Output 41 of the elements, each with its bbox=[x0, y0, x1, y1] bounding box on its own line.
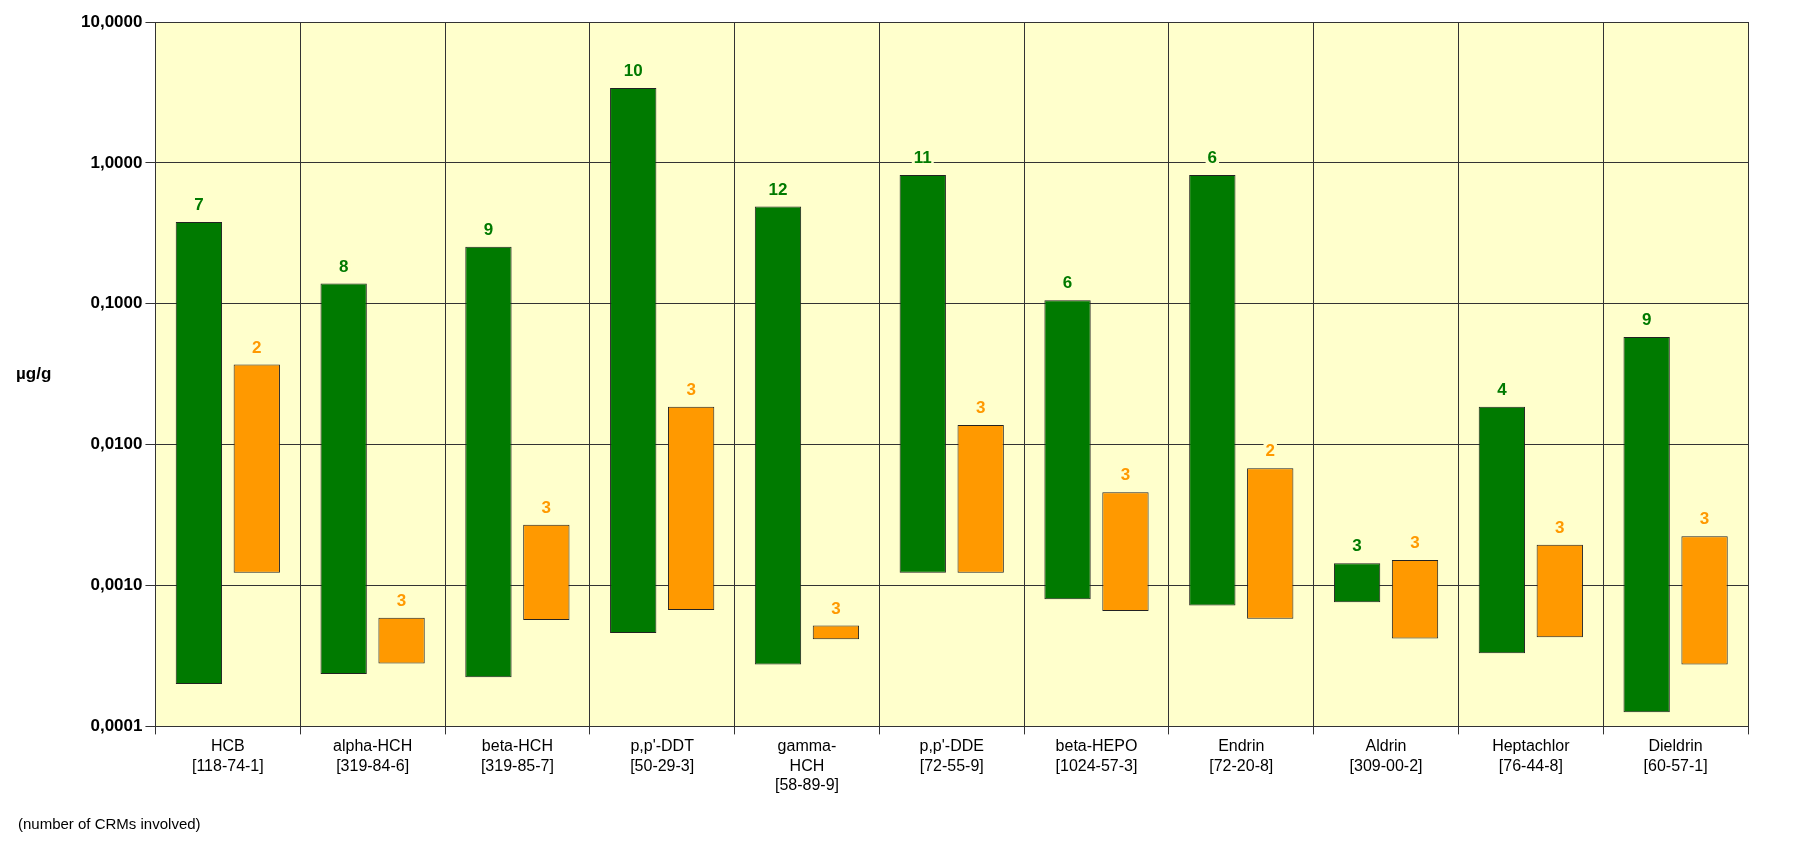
x-tick-label: p,p'-DDT [50-29-3] bbox=[630, 737, 695, 774]
annotation: 9 bbox=[1641, 310, 1652, 330]
annotation: 3 bbox=[1352, 536, 1362, 556]
x-tick-label: p,p'-DDE [72-55-9] bbox=[919, 737, 984, 774]
annotation: 12 bbox=[768, 179, 788, 199]
x-tick-label: alpha-HCH [319-84-6] bbox=[333, 737, 413, 774]
annotation: 2 bbox=[1265, 441, 1275, 461]
x-tick-label: HCB [118-74-1] bbox=[191, 737, 264, 774]
annotation: 3 bbox=[1555, 517, 1565, 537]
annotation: 2 bbox=[252, 337, 262, 357]
annotation: 3 bbox=[1120, 465, 1131, 485]
x-tick-label: Endrin [72-20-8] bbox=[1209, 737, 1274, 774]
annotation: 3 bbox=[831, 598, 841, 618]
annotation: 4 bbox=[1497, 379, 1508, 399]
annotation: 3 bbox=[1410, 533, 1420, 553]
annotation: 3 bbox=[541, 497, 552, 517]
x-tick-label: gamma- HCH [58-89-9] bbox=[774, 737, 839, 793]
annotation: 9 bbox=[483, 219, 494, 239]
y-axis-title: µg/g bbox=[16, 363, 52, 383]
annotation: 8 bbox=[338, 256, 349, 276]
y-tick-label: 0,0100 bbox=[90, 434, 143, 454]
y-tick-label: 0,0001 bbox=[90, 716, 143, 736]
annotation: 3 bbox=[1699, 509, 1710, 529]
y-tick-label: 0,1000 bbox=[90, 293, 143, 313]
annotation: 3 bbox=[686, 379, 696, 399]
annotation: 3 bbox=[396, 590, 407, 610]
annotation: 11 bbox=[913, 148, 932, 168]
annotation: 6 bbox=[1062, 273, 1073, 293]
text: (number of CRMs involved) bbox=[18, 814, 201, 832]
x-tick-label: beta-HEPO [1024-57-3] bbox=[1055, 737, 1138, 774]
annotation: 3 bbox=[975, 398, 986, 418]
x-tick-label: beta-HCH [319-85-7] bbox=[480, 737, 554, 774]
x-tick-label: Heptachlor [76-44-8] bbox=[1492, 737, 1571, 774]
annotation: 10 bbox=[623, 61, 643, 81]
annotation: 6 bbox=[1207, 148, 1218, 168]
x-tick-label: Dieldrin [60-57-1] bbox=[1643, 737, 1708, 774]
annotation: 7 bbox=[194, 195, 204, 215]
x-tick-label: Aldrin [309-00-2] bbox=[1349, 737, 1423, 774]
y-tick-label: 10,0000 bbox=[81, 11, 143, 31]
y-tick-label: 1,0000 bbox=[90, 152, 143, 172]
y-tick-label: 0,0010 bbox=[90, 575, 143, 595]
